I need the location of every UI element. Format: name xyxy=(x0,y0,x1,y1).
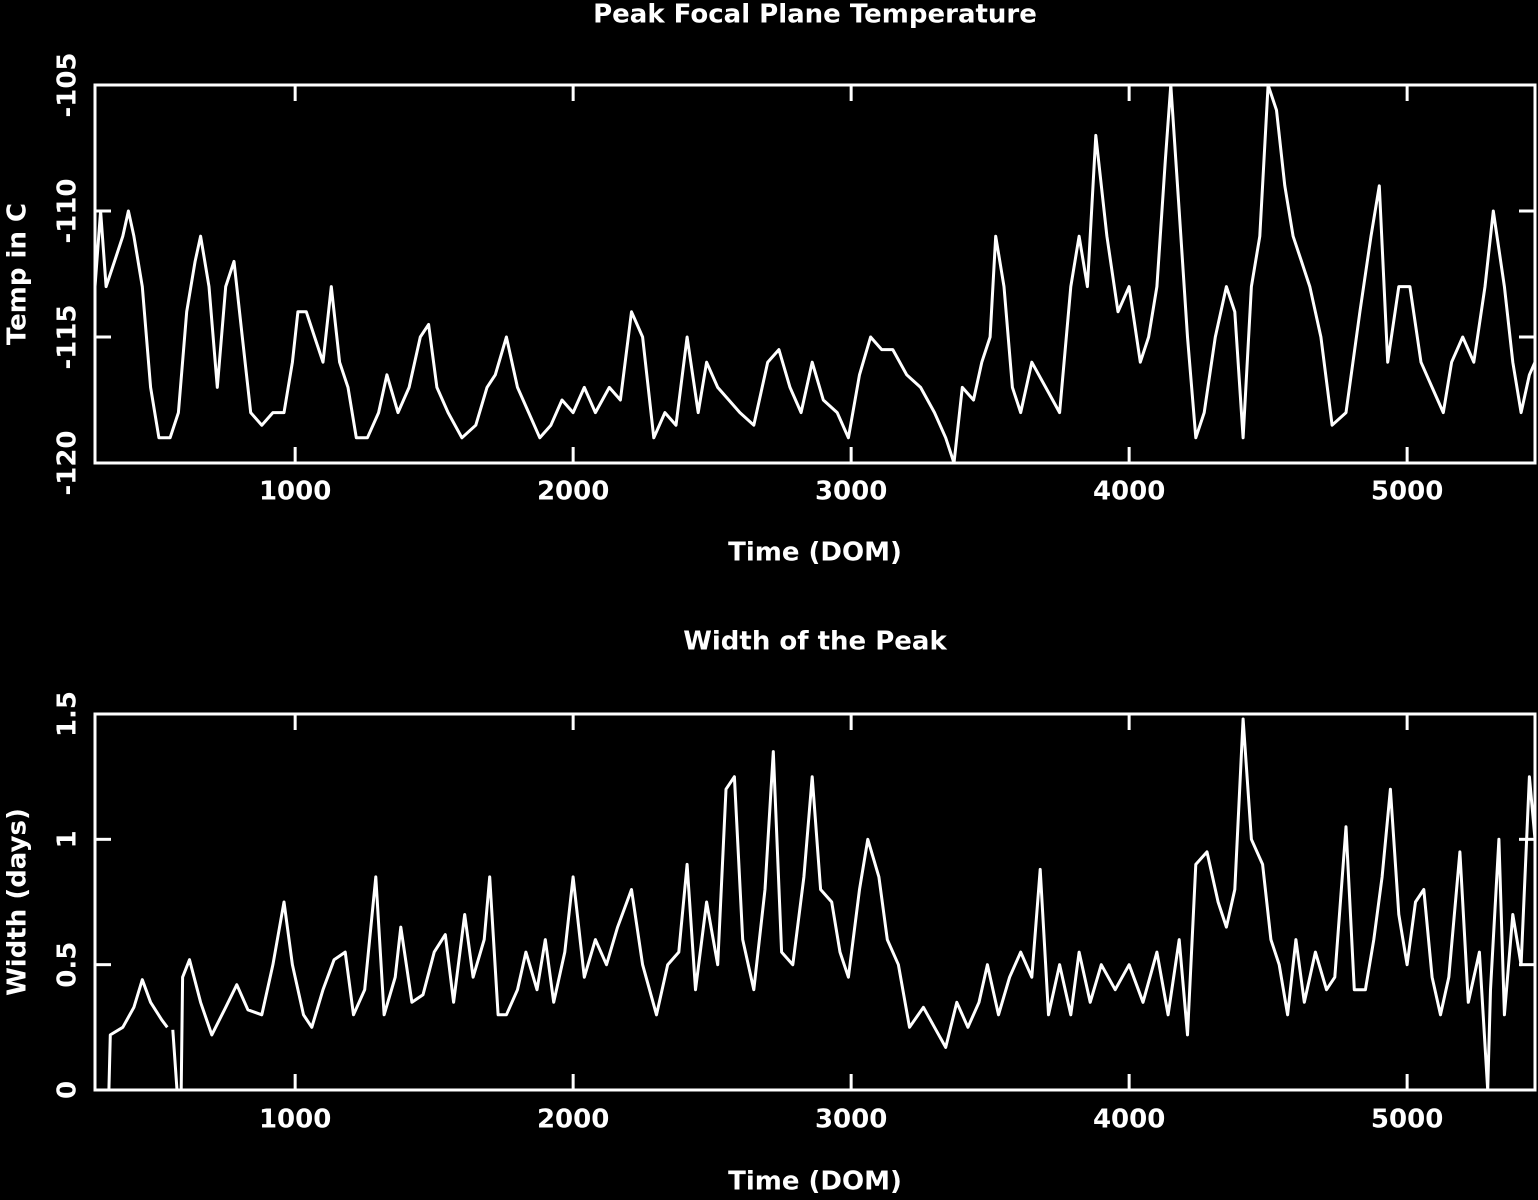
x-tick-label: 3000 xyxy=(815,1105,887,1135)
x-tick-label: 2000 xyxy=(537,1105,609,1135)
y-tick-label: 1.5 xyxy=(53,691,83,737)
x-tick-label: 5000 xyxy=(1371,477,1443,507)
x-axis-label: Time (DOM) xyxy=(728,538,902,568)
y-tick-label: -110 xyxy=(53,178,83,243)
x-tick-label: 3000 xyxy=(815,477,887,507)
data-line xyxy=(107,717,1535,1090)
y-tick-label: 0.5 xyxy=(53,942,83,988)
x-axis-label: Time (DOM) xyxy=(728,1167,902,1197)
x-tick-label: 1000 xyxy=(259,1105,331,1135)
x-tick-label: 1000 xyxy=(259,477,331,507)
x-tick-label: 5000 xyxy=(1371,1105,1443,1135)
chart-title: Width of the Peak xyxy=(683,627,947,657)
y-tick-label: -120 xyxy=(53,430,83,495)
x-tick-label: 2000 xyxy=(537,477,609,507)
data-line xyxy=(95,85,1535,463)
y-tick-label: -105 xyxy=(53,52,83,117)
y-tick-label: -115 xyxy=(53,304,83,369)
y-tick-label: 1 xyxy=(53,830,83,848)
y-axis-label: Width (days) xyxy=(3,808,33,996)
plot-frame xyxy=(93,712,1537,1092)
y-axis-label: Temp in C xyxy=(3,203,33,345)
plot-frame xyxy=(93,83,1537,465)
x-tick-label: 4000 xyxy=(1093,1105,1165,1135)
y-tick-label: 0 xyxy=(53,1081,83,1099)
chart-title: Peak Focal Plane Temperature xyxy=(593,0,1037,30)
x-tick-label: 4000 xyxy=(1093,477,1165,507)
